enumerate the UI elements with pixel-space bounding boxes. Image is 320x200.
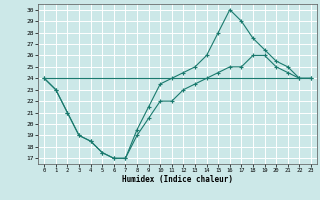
X-axis label: Humidex (Indice chaleur): Humidex (Indice chaleur) xyxy=(122,175,233,184)
